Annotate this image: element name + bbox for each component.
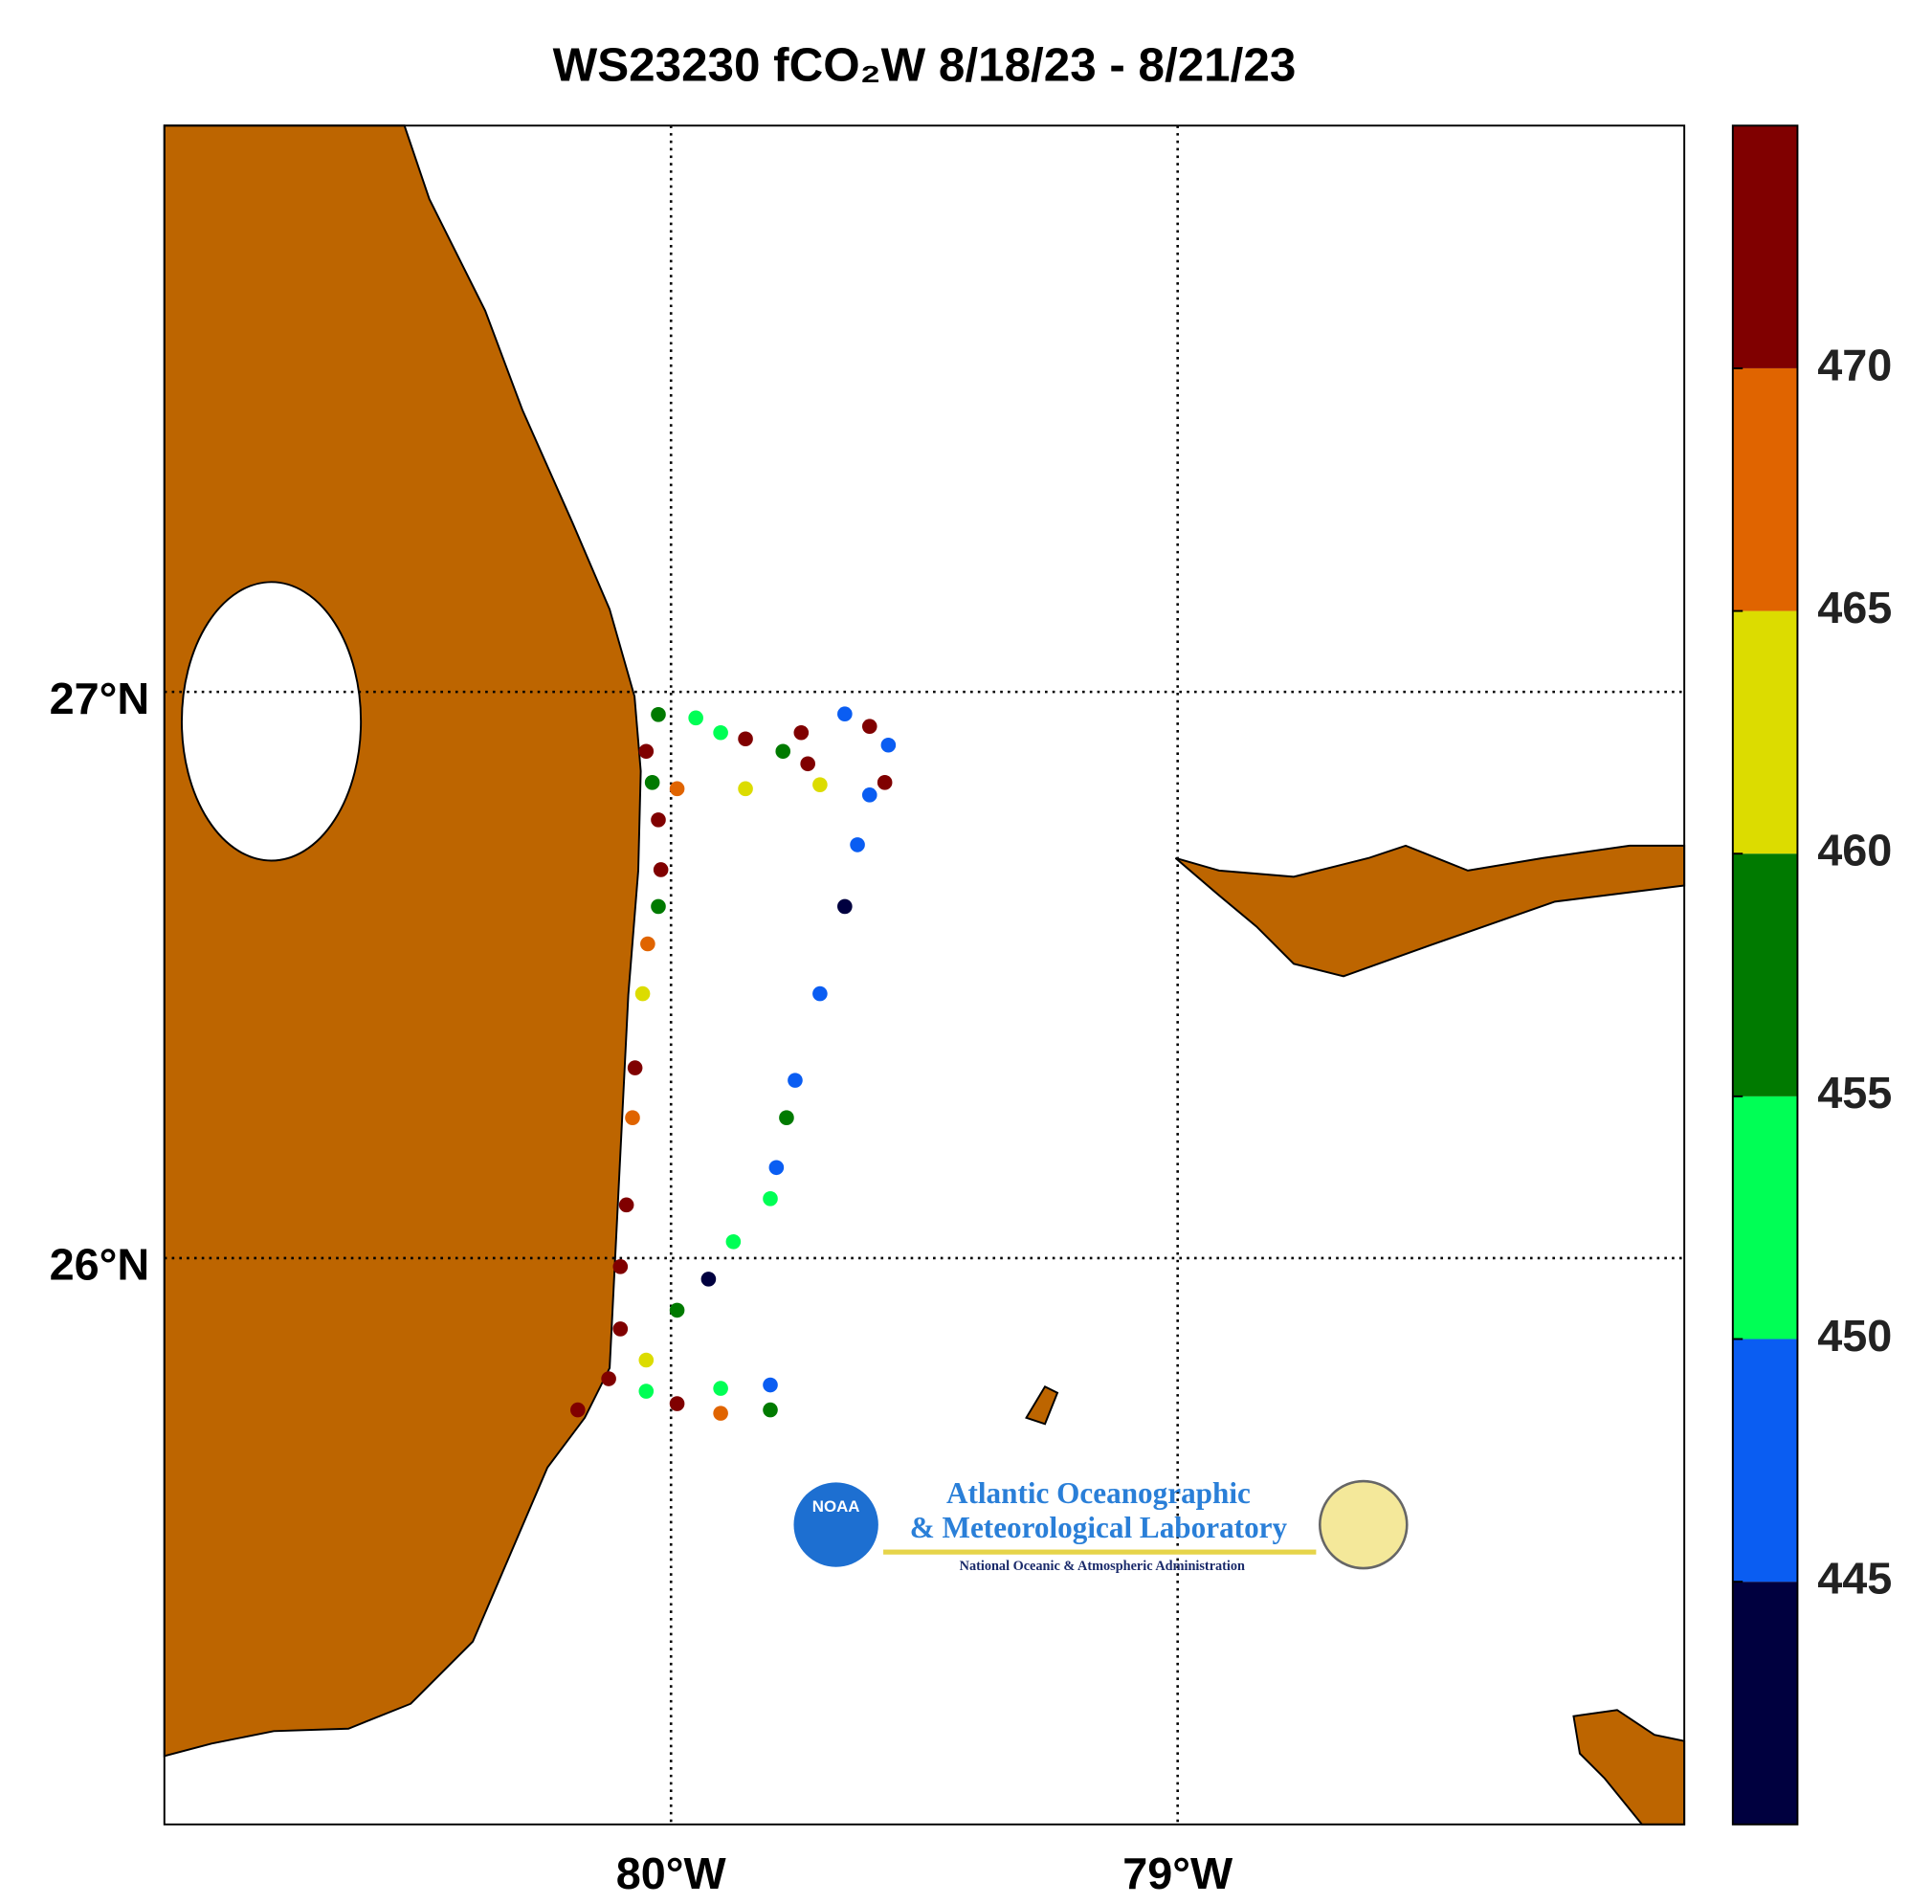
track-point [738,781,753,797]
track-point [627,1060,643,1075]
track [570,706,897,1421]
colorbar-band [1732,125,1798,368]
noaa-badge [793,1482,878,1567]
logo-line1: Atlantic Oceanographic [946,1476,1251,1510]
track-point [800,756,815,772]
colorbar: 445 450 455 460 465 470 [1731,124,1892,1826]
track-point [688,710,703,726]
track-point [837,706,853,722]
y-tick-label: 26°N [50,1240,150,1290]
colorbar-band [1732,610,1798,854]
track-point [775,743,791,760]
track-point [713,724,728,741]
track-point [612,1259,629,1274]
y-tick-label: 27°N [50,674,150,723]
track-point [640,936,655,952]
track-point [850,837,865,852]
track-point [669,1396,685,1411]
lake-okeechobee [180,581,363,862]
track-point [861,719,877,735]
noaa-badge-text: NOAA [812,1497,860,1516]
colorbar-band [1732,853,1798,1096]
colorbar-band [1732,367,1798,611]
colorbar-tick-label: 465 [1817,583,1892,632]
logo-rule [883,1549,1317,1555]
colorbar-tick-label: 470 [1817,340,1892,389]
track-point [812,777,828,792]
track-point [612,1321,629,1337]
track-point [644,775,660,790]
track-point [812,985,828,1002]
track-point [725,1234,742,1250]
track-point [669,1302,685,1318]
colorbar-tick-label: 455 [1817,1068,1892,1118]
colorbar-tick-label: 445 [1817,1554,1892,1604]
logo-line3: National Oceanic & Atmospheric Administr… [960,1559,1245,1574]
logo-line2: & Meteorological Laboratory [910,1511,1288,1544]
bimini-island [1025,1385,1059,1426]
aoml-logo: NOAA Atlantic Oceanographic & Meteorolog… [793,1476,1409,1574]
track-point [618,1197,634,1213]
colorbar-band [1732,1096,1798,1339]
map-frame [163,124,1686,1826]
track-point [700,1272,717,1287]
track-point [669,781,685,797]
colorbar-tick-label: 460 [1817,826,1892,875]
track-point [713,1406,728,1421]
track-point [788,1073,803,1088]
florida-land [163,124,642,1758]
track-point [634,985,651,1002]
track-point [763,1402,778,1418]
track-point [638,1352,655,1368]
track-point [713,1381,728,1396]
track-point [779,1110,794,1125]
track-point [651,706,666,722]
track-point [861,787,877,803]
track-point [880,737,897,753]
x-tick-label: 80°W [616,1849,727,1898]
track-point [837,898,853,915]
track-point [738,731,753,747]
track-point [793,724,810,741]
x-tick-label: 79°W [1122,1849,1233,1898]
colorbar-frame [1731,124,1799,1826]
track-point [625,1110,640,1125]
track-point [768,1160,785,1176]
track-point [651,898,666,915]
track-point [638,1384,655,1399]
colorbar-tick-label: 450 [1817,1311,1892,1361]
colorbar-band [1732,1339,1798,1583]
colorbar-band [1732,1582,1798,1825]
chart-title: WS23230 fCO₂W 8/18/23 - 8/21/23 [553,39,1297,92]
track-point [601,1371,616,1386]
track-point [763,1377,778,1393]
track-point [570,1402,586,1418]
track-point [877,775,893,790]
aoml-seal [1318,1479,1409,1570]
track-point [638,743,655,760]
track-point [763,1191,778,1207]
track-point [653,862,669,877]
track-point [651,812,666,828]
